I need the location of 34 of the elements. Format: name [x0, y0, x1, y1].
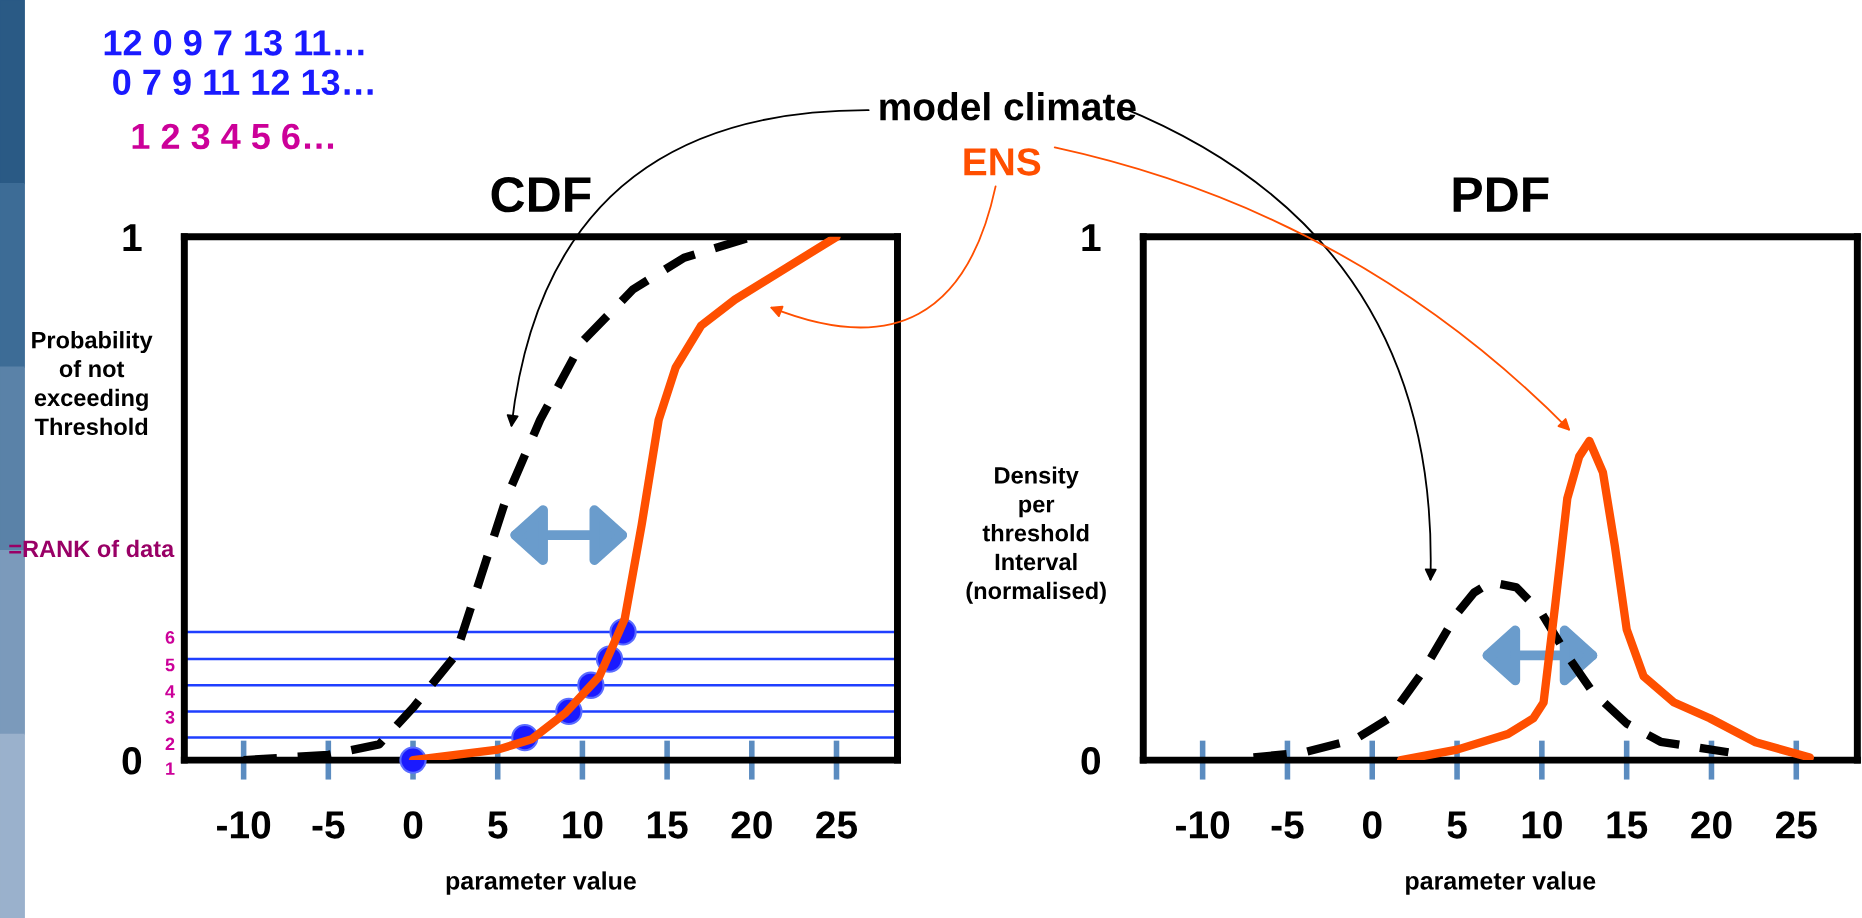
text: ENS: [964, 148, 1041, 176]
x-tick-label: 20: [1691, 811, 1732, 839]
chart-title: CDF: [491, 176, 591, 213]
text: model climate: [880, 92, 1136, 121]
text: 5: [165, 658, 175, 672]
x-tick-label: 15: [1607, 811, 1648, 839]
x-tick-label: 15: [647, 811, 688, 839]
x-tick-label: 5: [488, 811, 508, 839]
text: 12 0 9 7 13 11…: [104, 30, 364, 56]
text: 4: [165, 685, 175, 698]
x-tick-label: 0: [403, 811, 423, 839]
x-tick-label: 0: [1362, 811, 1382, 839]
x-tick-label: 20: [731, 811, 772, 839]
chart-title: PDF: [1453, 177, 1549, 212]
x-axis-title: parameter value: [1406, 871, 1596, 895]
x-tick-label: 10: [1522, 811, 1562, 839]
x-tick-label: -10: [1176, 811, 1230, 839]
x-tick-label: 25: [1776, 811, 1817, 839]
x-tick-label: 5: [1447, 811, 1467, 839]
text: 1 2 3 4 5 6…: [132, 123, 334, 150]
text: 0 7 9 11 12 13…: [113, 69, 373, 96]
y-axis-title: Density per threshold Interval (normalised): [966, 466, 1106, 604]
text: 1: [166, 762, 175, 775]
text: 6: [165, 630, 175, 644]
text: =RANK of data: [9, 539, 175, 558]
x-axis-title: parameter value: [446, 871, 636, 895]
x-tick-label: 25: [816, 811, 858, 839]
x-tick-label: -5: [312, 811, 345, 839]
x-tick-label: 10: [563, 811, 603, 839]
text: 2: [165, 737, 175, 751]
x-tick-label: -5: [1271, 811, 1304, 839]
x-tick-label: -10: [217, 811, 271, 839]
y-axis-title: Probability of not exceeding Threshold: [32, 331, 153, 436]
text: 3: [165, 710, 175, 724]
